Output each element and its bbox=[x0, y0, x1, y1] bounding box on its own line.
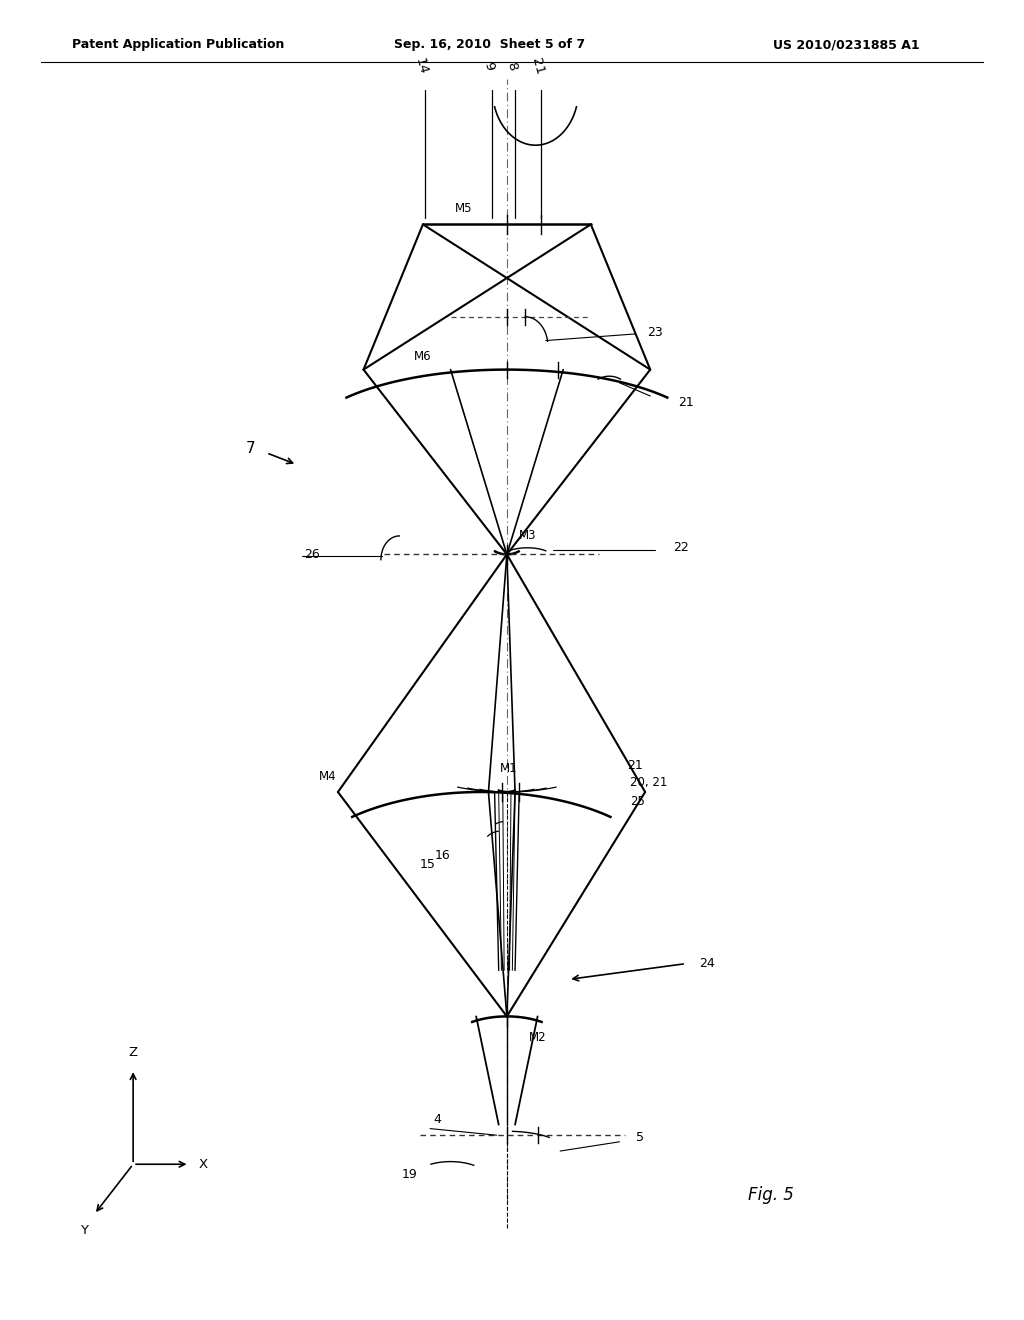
Text: 26: 26 bbox=[304, 548, 321, 561]
Text: 21: 21 bbox=[627, 759, 643, 772]
Text: M2: M2 bbox=[528, 1031, 547, 1044]
Text: M6: M6 bbox=[414, 350, 432, 363]
Text: M1: M1 bbox=[500, 762, 518, 775]
Text: 7: 7 bbox=[246, 441, 256, 457]
Text: X: X bbox=[199, 1158, 207, 1171]
Text: Fig. 5: Fig. 5 bbox=[748, 1185, 794, 1204]
Text: 19: 19 bbox=[401, 1168, 418, 1181]
Text: 25: 25 bbox=[630, 795, 645, 808]
Text: 8: 8 bbox=[505, 61, 519, 71]
Text: Patent Application Publication: Patent Application Publication bbox=[72, 38, 284, 51]
Text: 16: 16 bbox=[435, 849, 451, 862]
Text: Z: Z bbox=[129, 1045, 137, 1059]
Text: M3: M3 bbox=[518, 529, 537, 543]
Text: US 2010/0231885 A1: US 2010/0231885 A1 bbox=[773, 38, 920, 51]
Text: 14: 14 bbox=[413, 57, 429, 75]
Text: 22: 22 bbox=[673, 541, 689, 554]
Text: Sep. 16, 2010  Sheet 5 of 7: Sep. 16, 2010 Sheet 5 of 7 bbox=[394, 38, 586, 51]
Text: 21: 21 bbox=[678, 396, 694, 409]
Text: 24: 24 bbox=[698, 957, 715, 970]
Text: 5: 5 bbox=[636, 1131, 644, 1144]
Text: Y: Y bbox=[80, 1224, 88, 1237]
Text: 9: 9 bbox=[481, 61, 496, 71]
Text: 20, 21: 20, 21 bbox=[630, 776, 667, 789]
Text: 23: 23 bbox=[647, 326, 664, 339]
Text: 15: 15 bbox=[419, 858, 435, 871]
Text: M5: M5 bbox=[455, 202, 473, 215]
Text: M4: M4 bbox=[318, 770, 337, 783]
Text: 4: 4 bbox=[433, 1113, 441, 1126]
Text: 21: 21 bbox=[529, 57, 546, 75]
